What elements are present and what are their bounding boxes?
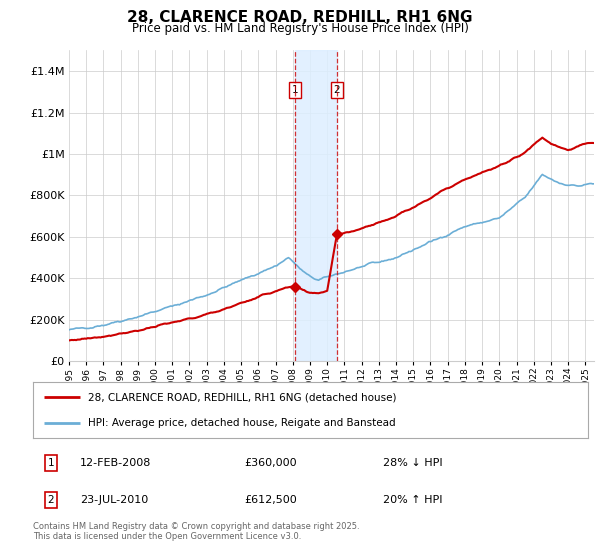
Text: 28% ↓ HPI: 28% ↓ HPI (383, 458, 442, 468)
Text: £360,000: £360,000 (244, 458, 296, 468)
Text: 1: 1 (47, 458, 54, 468)
Text: Contains HM Land Registry data © Crown copyright and database right 2025.
This d: Contains HM Land Registry data © Crown c… (33, 522, 359, 542)
Text: 2: 2 (47, 496, 54, 505)
Text: 20% ↑ HPI: 20% ↑ HPI (383, 496, 442, 505)
Text: 12-FEB-2008: 12-FEB-2008 (80, 458, 152, 468)
Text: 28, CLARENCE ROAD, REDHILL, RH1 6NG (detached house): 28, CLARENCE ROAD, REDHILL, RH1 6NG (det… (89, 392, 397, 402)
Text: 28, CLARENCE ROAD, REDHILL, RH1 6NG: 28, CLARENCE ROAD, REDHILL, RH1 6NG (127, 10, 473, 25)
Text: £612,500: £612,500 (244, 496, 296, 505)
Text: HPI: Average price, detached house, Reigate and Banstead: HPI: Average price, detached house, Reig… (89, 418, 396, 428)
Text: Price paid vs. HM Land Registry's House Price Index (HPI): Price paid vs. HM Land Registry's House … (131, 22, 469, 35)
Bar (295, 50, 337, 361)
Text: 1: 1 (292, 85, 298, 95)
Text: 23-JUL-2010: 23-JUL-2010 (80, 496, 148, 505)
Text: 2: 2 (334, 85, 340, 95)
